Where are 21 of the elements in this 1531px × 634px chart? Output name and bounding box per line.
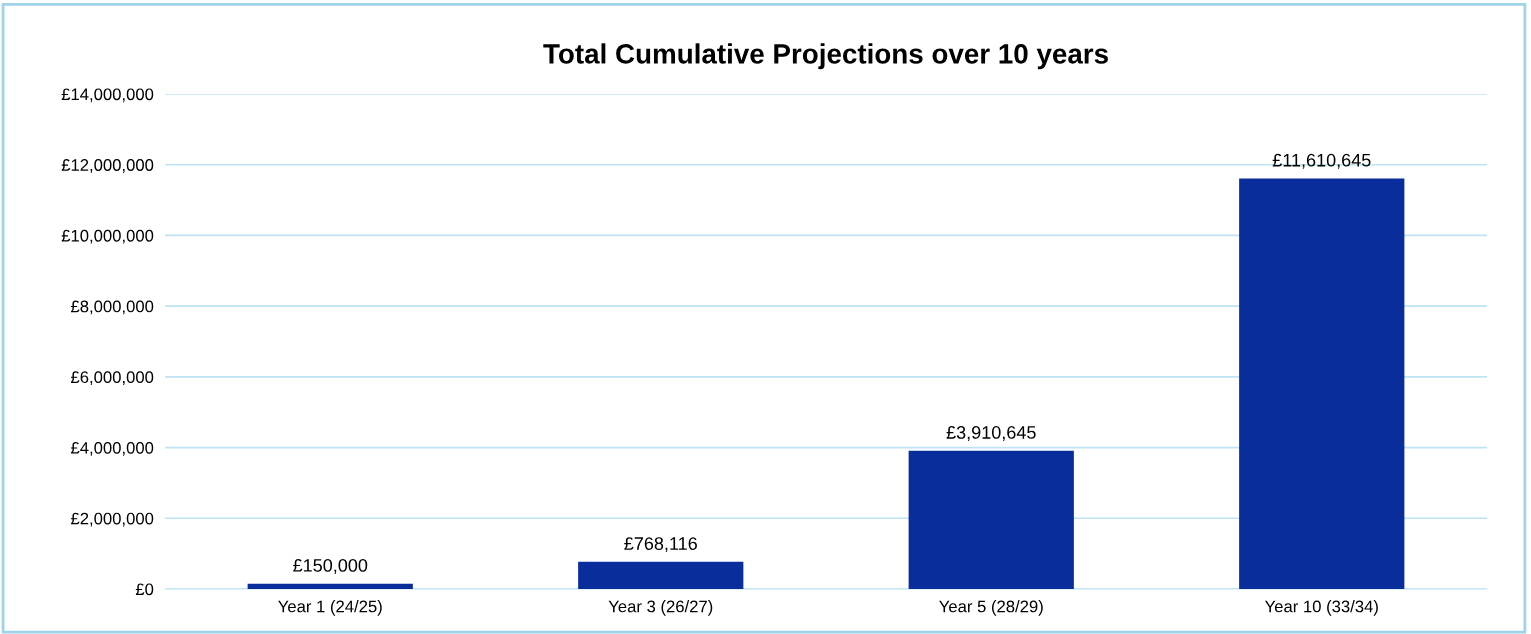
bar (247, 583, 413, 589)
y-tick-label: £12,000,000 (61, 159, 154, 173)
y-tick-label: £4,000,000 (70, 441, 154, 456)
data-label: £150,000 (293, 559, 368, 574)
y-tick-label: £2,000,000 (70, 512, 154, 527)
chart-title: Total Cumulative Projections over 10 years (543, 43, 1108, 70)
y-tick-label: £0 (135, 583, 154, 596)
x-tick-label: Year 3 (26/27) (608, 600, 713, 616)
y-tick-label: £6,000,000 (70, 371, 154, 386)
data-label: £3,910,645 (946, 426, 1036, 441)
y-tick-label: £10,000,000 (61, 229, 154, 244)
y-tick-label: £8,000,000 (70, 300, 154, 315)
bar (908, 450, 1074, 589)
x-tick-label: Year 10 (33/34) (1264, 600, 1378, 616)
bar (578, 561, 744, 589)
data-label: £768,116 (624, 537, 697, 553)
x-tick-label: Year 1 (24/25) (278, 600, 382, 616)
bar (1239, 178, 1405, 589)
x-tick-label: Year 5 (28/29) (939, 600, 1043, 616)
data-label: £11,610,645 (1272, 153, 1371, 169)
y-tick-label: £14,000,000 (61, 88, 154, 103)
